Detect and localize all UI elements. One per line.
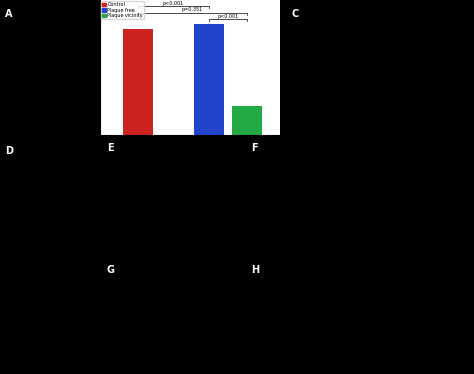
- Text: G: G: [107, 265, 115, 275]
- Bar: [232, 106, 262, 153]
- Text: D: D: [5, 146, 13, 156]
- Text: p<0.001: p<0.001: [217, 13, 238, 19]
- Text: F: F: [251, 143, 257, 153]
- Text: E: E: [107, 143, 113, 153]
- Text: H: H: [251, 265, 259, 275]
- Text: C: C: [292, 9, 299, 19]
- Legend: Control, Plaque free, Plaque vicinity: Control, Plaque free, Plaque vicinity: [101, 1, 144, 19]
- Text: A: A: [5, 9, 12, 19]
- Bar: [194, 24, 224, 153]
- Bar: [123, 29, 153, 153]
- Text: p<0.001: p<0.001: [163, 1, 184, 6]
- Y-axis label: Average staining intensity: Average staining intensity: [78, 31, 83, 104]
- Text: p=0.351: p=0.351: [182, 7, 203, 12]
